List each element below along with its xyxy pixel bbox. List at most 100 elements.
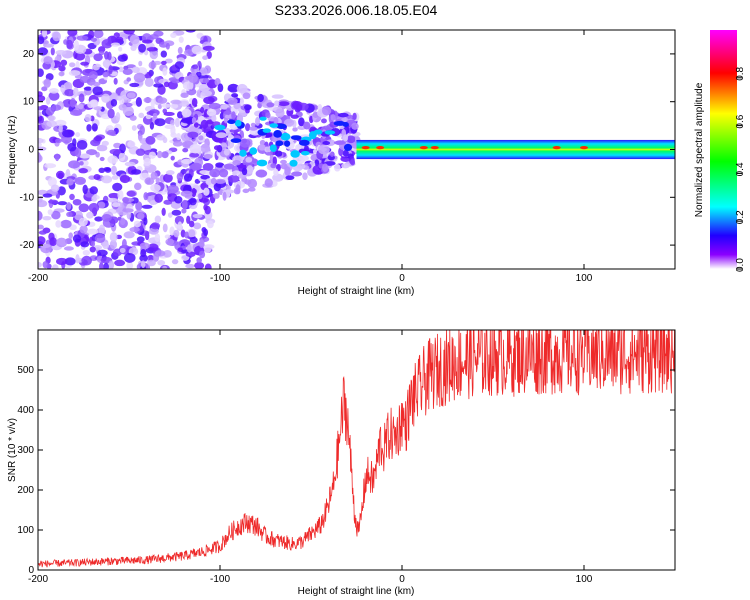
spectral-blob	[141, 204, 153, 209]
spectral-blob	[202, 45, 215, 51]
spectral-blob	[192, 213, 203, 219]
spectral-blob	[101, 175, 113, 184]
spectral-blob	[86, 211, 94, 219]
spectral-blob	[113, 77, 118, 85]
spectral-blob	[201, 227, 207, 233]
spectral-blob	[133, 220, 142, 228]
spectral-blob	[177, 221, 183, 230]
spectral-blob	[162, 223, 168, 233]
spectral-blob	[116, 95, 123, 101]
spectral-blob	[93, 53, 103, 62]
spectral-blob	[162, 136, 168, 144]
spectral-blob-strong	[214, 124, 226, 131]
spectral-blob	[78, 153, 91, 159]
spectral-blob	[185, 30, 196, 33]
spectral-blob	[174, 117, 180, 128]
spectral-blob	[118, 46, 123, 52]
spectral-blob	[203, 187, 210, 196]
spectral-blob	[298, 155, 310, 162]
spectral-blob	[154, 215, 162, 224]
spectral-blob	[90, 240, 96, 247]
spectral-blob	[258, 144, 266, 151]
spectral-blob	[129, 82, 140, 88]
spectral-blob	[270, 163, 277, 169]
spectral-blob	[181, 199, 188, 210]
spectral-blob	[346, 135, 356, 144]
x-tick-label: -100	[210, 273, 230, 284]
spectral-blob	[38, 137, 44, 144]
spectral-blob	[246, 165, 254, 175]
spectral-blob	[89, 246, 96, 253]
spectral-blob	[203, 154, 213, 159]
spectral-blob	[58, 124, 63, 133]
spectral-blob	[45, 96, 51, 105]
spectral-blob	[232, 171, 237, 176]
spectral-blob	[249, 126, 258, 131]
spectral-blob	[134, 182, 142, 191]
spectral-blob	[181, 108, 192, 118]
spectral-blob	[42, 215, 52, 221]
spectral-blob	[130, 44, 137, 51]
spectral-blob	[38, 115, 45, 124]
spectral-blob	[330, 114, 336, 121]
spectral-blob	[188, 204, 198, 210]
spectral-blob	[38, 152, 42, 163]
spectral-blob-strong	[300, 150, 310, 156]
spectral-blob-strong	[298, 139, 310, 146]
spectral-blob	[172, 140, 183, 147]
spectral-blob	[80, 61, 90, 66]
spectral-blob	[161, 151, 169, 159]
spectral-blob	[119, 174, 131, 184]
spectral-blob	[204, 263, 212, 269]
carrier-peak	[419, 145, 428, 150]
spectral-blob	[250, 122, 256, 127]
spectral-blob	[285, 175, 295, 181]
spectral-blob	[170, 103, 179, 109]
spectral-blob-strong	[269, 144, 277, 152]
spectral-blob	[277, 101, 290, 107]
spectral-blob-strong	[259, 116, 267, 121]
spectral-blob	[150, 171, 158, 180]
spectral-blob	[206, 108, 217, 117]
spectral-blob	[202, 163, 214, 171]
spectral-blob	[56, 237, 68, 248]
spectral-blob	[215, 132, 227, 139]
spectral-blob	[133, 72, 146, 83]
spectral-blob	[160, 50, 168, 58]
spectral-blob	[187, 131, 199, 139]
spectral-blob	[38, 68, 44, 77]
spectral-blob	[198, 83, 211, 92]
spectral-blob	[68, 70, 81, 77]
spectral-blob	[200, 143, 211, 153]
x-tick-label: 0	[399, 273, 405, 284]
spectral-blob	[45, 107, 55, 116]
spectral-blob	[43, 43, 55, 48]
y-tick-label: -10	[20, 192, 35, 203]
spectral-blob	[203, 204, 208, 211]
spectral-blob	[337, 112, 349, 118]
spectral-blob	[223, 163, 235, 170]
spectral-blob	[191, 97, 198, 107]
x-tick-label: 100	[576, 273, 593, 284]
spectral-blob	[66, 202, 72, 210]
spectral-blob	[70, 109, 83, 116]
spectral-blob	[226, 185, 231, 191]
spectral-blob	[143, 192, 149, 201]
spectral-blob	[65, 169, 71, 177]
spectral-blob	[303, 121, 311, 130]
spectral-blob	[222, 191, 227, 201]
spectral-blob	[209, 168, 221, 178]
spectral-blob	[72, 234, 82, 243]
spectral-blob	[150, 222, 161, 230]
spectral-blob	[322, 163, 329, 172]
spectral-blob	[154, 193, 163, 203]
spectral-blob	[51, 210, 61, 220]
spectral-blob-strong	[227, 119, 236, 124]
spectral-blob	[143, 97, 153, 103]
spectral-blob-strong	[256, 159, 268, 167]
spectral-blob	[183, 173, 193, 182]
spectral-blob	[185, 263, 195, 269]
carrier-peak	[580, 145, 588, 150]
snr-line	[38, 330, 675, 568]
spectral-blob	[77, 103, 84, 110]
